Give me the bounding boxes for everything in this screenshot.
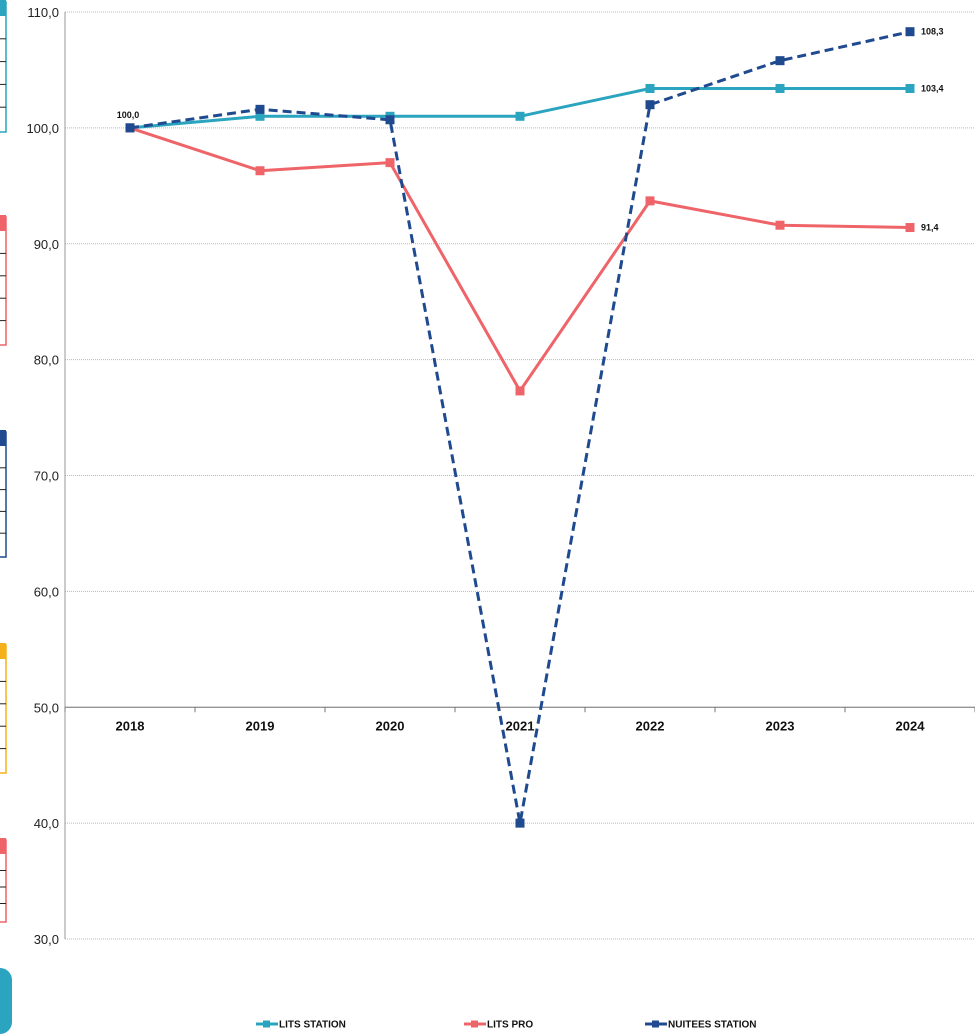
- data-point: [515, 818, 525, 828]
- side-tab-frame: [0, 644, 7, 774]
- y-tick-label: 50,0: [34, 700, 59, 715]
- data-point: [645, 100, 655, 110]
- y-axis: 30,0 40,0 50,0 60,0 70,0 80,0 90,0 100,0 110,0: [26, 5, 66, 947]
- legend-label: LITS STATION: [279, 1020, 346, 1031]
- side-tab: [0, 838, 7, 923]
- data-label: 91,4: [921, 223, 939, 233]
- data-point: [385, 158, 395, 168]
- legend-swatch-marker: [263, 1020, 270, 1028]
- data-point: [775, 83, 785, 93]
- x-tick-label: 2021: [506, 718, 535, 733]
- side-tab-header: [0, 643, 6, 659]
- data-point: [645, 83, 655, 93]
- side-tab: [0, 215, 7, 346]
- side-panels: [0, 0, 12, 1034]
- side-tab-header: [0, 838, 6, 854]
- series-lits-station: [125, 83, 915, 133]
- data-label: 100,0: [117, 110, 140, 120]
- data-label: 108,3: [921, 27, 944, 37]
- x-tick-label: 2018: [116, 718, 145, 733]
- y-tick-label: 70,0: [34, 469, 59, 484]
- x-tick-label: 2022: [636, 718, 665, 733]
- x-tick-label: 2020: [376, 718, 405, 733]
- data-point: [905, 83, 915, 93]
- series-line: [129, 126, 911, 393]
- legend-item: LITS PRO: [464, 1020, 533, 1031]
- side-tab: [0, 968, 12, 1034]
- x-axis: 2018 2019 2020 2021 2022 2023 2024: [64, 706, 975, 733]
- side-tab-block: [0, 968, 12, 1034]
- series-line: [129, 87, 910, 130]
- data-point: [385, 115, 395, 125]
- side-tab-frame: [0, 431, 7, 558]
- x-tick-label: 2019: [246, 718, 275, 733]
- data-labels: 100,0 103,4 108,3 91,4: [117, 27, 944, 233]
- data-point: [515, 386, 525, 396]
- legend-swatch-marker: [471, 1020, 478, 1028]
- y-tick-label: 60,0: [34, 584, 59, 599]
- data-point: [775, 56, 785, 66]
- x-tick-label: 2023: [766, 718, 795, 733]
- series-lits-pro: [125, 123, 915, 396]
- data-label: 103,4: [921, 83, 944, 93]
- data-point: [905, 27, 915, 37]
- series-line: [129, 30, 911, 825]
- data-point: [775, 220, 785, 230]
- side-tab-header: [0, 215, 6, 231]
- side-tab-frame: [0, 1, 7, 133]
- data-point: [255, 166, 265, 176]
- data-point: [905, 223, 915, 233]
- legend-label: LITS PRO: [487, 1020, 533, 1031]
- side-tab: [0, 430, 7, 558]
- side-tab-frame: [0, 216, 7, 346]
- y-tick-label: 110,0: [27, 5, 59, 20]
- legend-item: LITS STATION: [256, 1020, 346, 1031]
- data-point: [255, 104, 265, 114]
- side-tab-frame: [0, 839, 7, 923]
- side-tab: [0, 0, 7, 133]
- legend-item: NUITEES STATION: [645, 1020, 757, 1031]
- data-point: [645, 196, 655, 206]
- y-tick-label: 80,0: [34, 353, 59, 368]
- legend-swatch-marker: [652, 1020, 659, 1028]
- data-point: [255, 111, 265, 121]
- legend: LITS STATION LITS PRO NUITEES STATION: [256, 1020, 757, 1031]
- side-tab-header: [0, 430, 6, 446]
- y-tick-label: 90,0: [34, 237, 59, 252]
- side-tab: [0, 643, 7, 774]
- legend-label: NUITEES STATION: [668, 1020, 757, 1031]
- data-point: [515, 111, 525, 121]
- y-tick-label: 30,0: [34, 932, 59, 947]
- side-tab-header: [0, 0, 6, 16]
- y-tick-label: 100,0: [26, 121, 59, 136]
- x-tick-label: 2024: [896, 718, 926, 733]
- series-lines: [125, 27, 915, 828]
- data-point: [125, 123, 135, 133]
- y-tick-label: 40,0: [34, 816, 59, 831]
- series-nuitees-station: [125, 27, 915, 828]
